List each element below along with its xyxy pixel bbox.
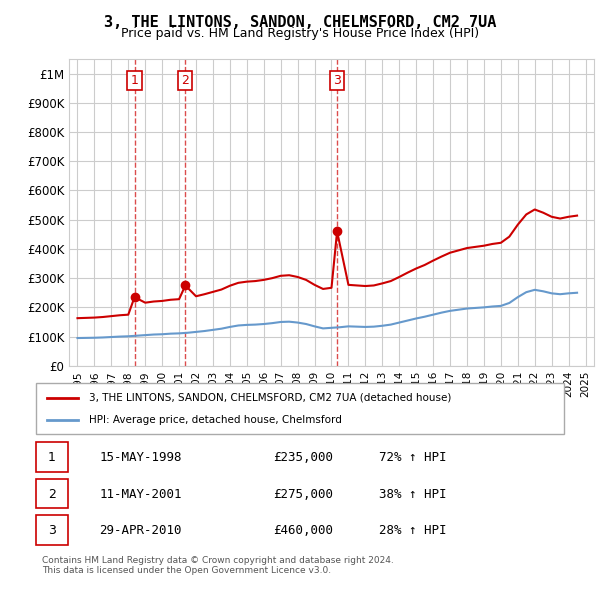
Text: £235,000: £235,000 xyxy=(274,451,334,464)
Text: 3: 3 xyxy=(48,524,56,537)
FancyBboxPatch shape xyxy=(36,479,68,509)
Text: £460,000: £460,000 xyxy=(274,524,334,537)
Text: 29-APR-2010: 29-APR-2010 xyxy=(100,524,182,537)
Text: 28% ↑ HPI: 28% ↑ HPI xyxy=(379,524,446,537)
Text: 2: 2 xyxy=(48,487,56,501)
Text: 3, THE LINTONS, SANDON, CHELMSFORD, CM2 7UA (detached house): 3, THE LINTONS, SANDON, CHELMSFORD, CM2 … xyxy=(89,392,451,402)
FancyBboxPatch shape xyxy=(36,515,68,545)
Text: 3, THE LINTONS, SANDON, CHELMSFORD, CM2 7UA: 3, THE LINTONS, SANDON, CHELMSFORD, CM2 … xyxy=(104,15,496,30)
FancyBboxPatch shape xyxy=(36,442,68,472)
Text: 38% ↑ HPI: 38% ↑ HPI xyxy=(379,487,446,501)
Text: 3: 3 xyxy=(333,74,341,87)
FancyBboxPatch shape xyxy=(36,384,564,434)
Text: 15-MAY-1998: 15-MAY-1998 xyxy=(100,451,182,464)
Text: 11-MAY-2001: 11-MAY-2001 xyxy=(100,487,182,501)
Text: HPI: Average price, detached house, Chelmsford: HPI: Average price, detached house, Chel… xyxy=(89,415,341,425)
Text: 1: 1 xyxy=(131,74,139,87)
Text: 72% ↑ HPI: 72% ↑ HPI xyxy=(379,451,446,464)
Text: £275,000: £275,000 xyxy=(274,487,334,501)
Text: Price paid vs. HM Land Registry's House Price Index (HPI): Price paid vs. HM Land Registry's House … xyxy=(121,27,479,40)
Text: This data is licensed under the Open Government Licence v3.0.: This data is licensed under the Open Gov… xyxy=(42,566,331,575)
Text: 2: 2 xyxy=(181,74,189,87)
Text: Contains HM Land Registry data © Crown copyright and database right 2024.: Contains HM Land Registry data © Crown c… xyxy=(42,556,394,565)
Text: 1: 1 xyxy=(48,451,56,464)
